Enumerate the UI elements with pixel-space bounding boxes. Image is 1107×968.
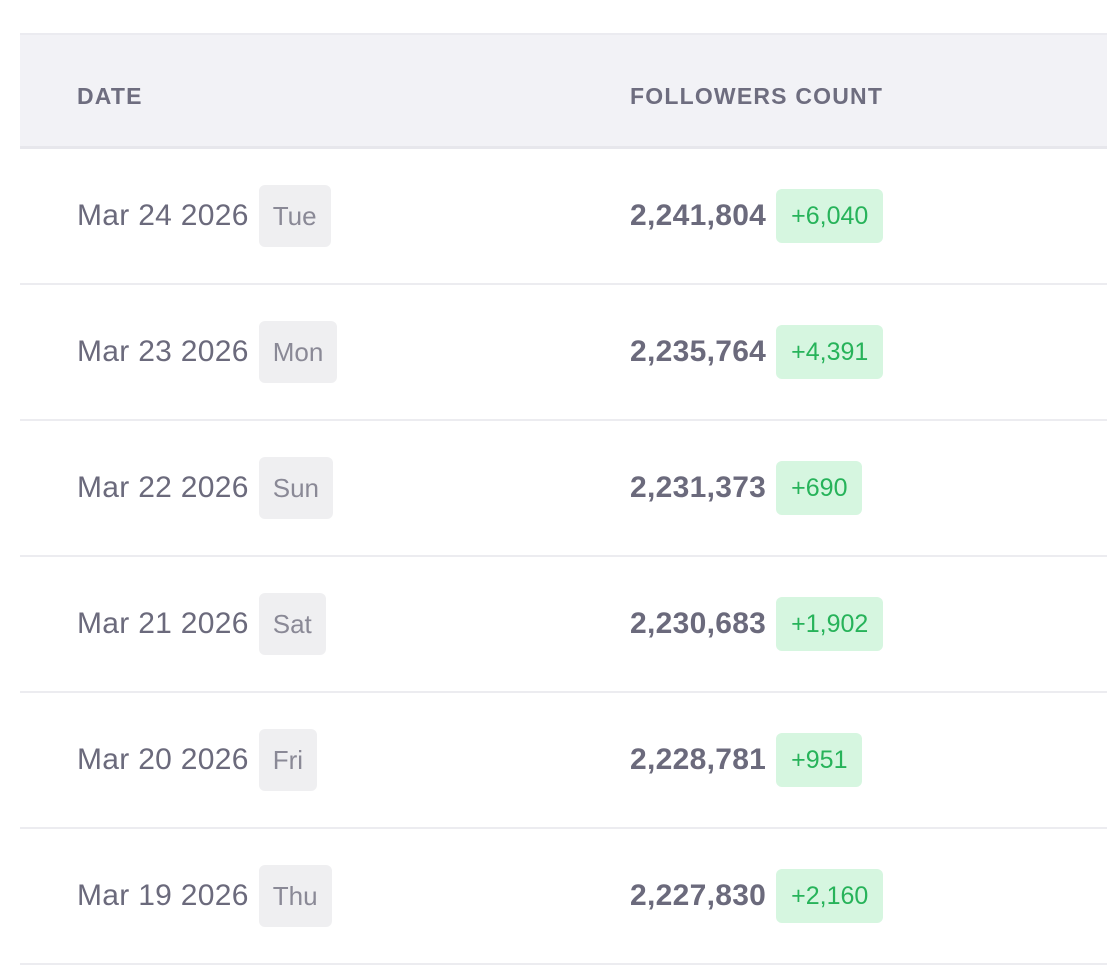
delta-badge: +1,902 bbox=[776, 597, 884, 651]
delta-badge: +6,040 bbox=[776, 189, 884, 243]
followers-count: 2,228,781 bbox=[630, 743, 767, 776]
date-cell: Mar 23 2026 Mon bbox=[77, 285, 338, 419]
count-cell: 2,228,781 +951 bbox=[630, 693, 863, 827]
day-badge: Thu bbox=[258, 865, 332, 927]
followers-count: 2,235,764 bbox=[630, 335, 767, 368]
date-cell: Mar 24 2026 Tue bbox=[77, 149, 331, 283]
table-row: Mar 19 2026 Thu 2,227,830 +2,160 bbox=[20, 829, 1107, 965]
delta-badge: +4,391 bbox=[776, 325, 884, 379]
day-badge: Fri bbox=[258, 729, 318, 791]
delta-badge: +2,160 bbox=[776, 869, 884, 923]
followers-count: 2,231,373 bbox=[630, 471, 767, 504]
day-badge: Sat bbox=[258, 593, 326, 655]
day-badge: Tue bbox=[258, 185, 331, 247]
followers-count-column-header[interactable]: FOLLOWERS COUNT bbox=[630, 83, 884, 109]
date-cell: Mar 19 2026 Thu bbox=[77, 829, 332, 963]
count-cell: 2,227,830 +2,160 bbox=[630, 829, 884, 963]
date-text: Mar 22 2026 bbox=[77, 471, 249, 504]
date-column-header[interactable]: DATE bbox=[77, 83, 143, 109]
count-cell: 2,235,764 +4,391 bbox=[630, 285, 884, 419]
date-text: Mar 21 2026 bbox=[77, 607, 249, 640]
date-text: Mar 20 2026 bbox=[77, 743, 249, 776]
table-row: Mar 20 2026 Fri 2,228,781 +951 bbox=[20, 693, 1107, 829]
day-badge: Sun bbox=[258, 457, 334, 519]
date-cell: Mar 22 2026 Sun bbox=[77, 421, 334, 555]
followers-count: 2,241,804 bbox=[630, 199, 767, 232]
followers-table: DATE FOLLOWERS COUNT Mar 24 2026 Tue 2,2… bbox=[20, 33, 1107, 965]
date-cell: Mar 21 2026 Sat bbox=[77, 557, 326, 691]
table-header: DATE FOLLOWERS COUNT bbox=[20, 33, 1107, 149]
delta-badge: +951 bbox=[776, 733, 863, 787]
count-cell: 2,230,683 +1,902 bbox=[630, 557, 884, 691]
date-text: Mar 23 2026 bbox=[77, 335, 249, 368]
table-row: Mar 24 2026 Tue 2,241,804 +6,040 bbox=[20, 149, 1107, 285]
table-row: Mar 23 2026 Mon 2,235,764 +4,391 bbox=[20, 285, 1107, 421]
date-cell: Mar 20 2026 Fri bbox=[77, 693, 318, 827]
day-badge: Mon bbox=[258, 321, 338, 383]
table-row: Mar 21 2026 Sat 2,230,683 +1,902 bbox=[20, 557, 1107, 693]
delta-badge: +690 bbox=[776, 461, 863, 515]
followers-count: 2,227,830 bbox=[630, 879, 767, 912]
date-text: Mar 19 2026 bbox=[77, 879, 249, 912]
table-row: Mar 22 2026 Sun 2,231,373 +690 bbox=[20, 421, 1107, 557]
count-cell: 2,241,804 +6,040 bbox=[630, 149, 884, 283]
count-cell: 2,231,373 +690 bbox=[630, 421, 863, 555]
followers-count: 2,230,683 bbox=[630, 607, 767, 640]
date-text: Mar 24 2026 bbox=[77, 199, 249, 232]
